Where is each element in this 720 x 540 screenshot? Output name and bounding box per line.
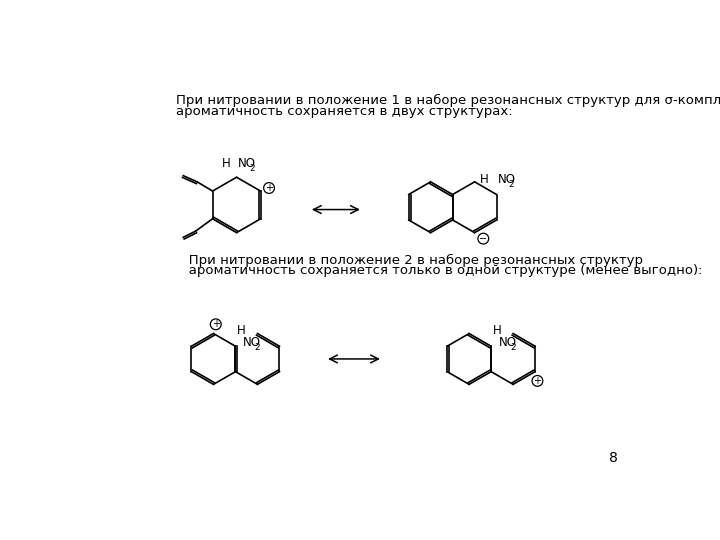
Text: +: + (212, 319, 220, 329)
Text: 8: 8 (609, 451, 618, 465)
Text: NO: NO (238, 157, 256, 170)
Text: 2: 2 (508, 180, 514, 189)
Text: 2: 2 (254, 343, 260, 353)
Text: 2: 2 (249, 164, 255, 173)
Text: −: − (480, 234, 487, 244)
Text: При нитровании в положение 1 в наборе резонансных структур для σ-комплекса: При нитровании в положение 1 в наборе ре… (176, 94, 720, 107)
Text: NO: NO (499, 336, 517, 349)
Text: +: + (265, 183, 273, 193)
Text: ароматичность сохраняется только в одной структуре (менее выгодно):: ароматичность сохраняется только в одной… (176, 264, 703, 277)
Text: +: + (534, 376, 541, 386)
Text: При нитровании в положение 2 в наборе резонансных структур: При нитровании в положение 2 в наборе ре… (176, 253, 644, 267)
Text: 2: 2 (510, 343, 516, 353)
Text: ароматичность сохраняется в двух структурах:: ароматичность сохраняется в двух структу… (176, 105, 513, 118)
Text: H: H (222, 157, 230, 170)
Text: NO: NO (498, 173, 516, 186)
Text: NO: NO (243, 336, 261, 349)
Text: H: H (237, 324, 246, 337)
Text: H: H (480, 173, 489, 186)
Text: H: H (492, 324, 501, 337)
